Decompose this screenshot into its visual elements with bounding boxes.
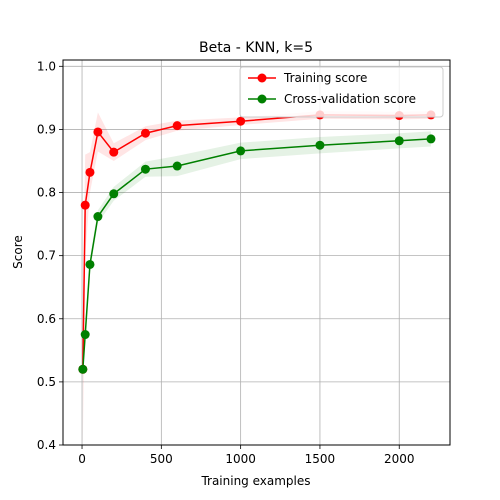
x-axis-title: Training examples (200, 474, 310, 488)
x-tick-label: 1500 (305, 452, 336, 466)
legend: Training score Cross-validation score (239, 66, 444, 118)
plot-frame (62, 59, 451, 446)
point-cv (394, 136, 404, 146)
legend-marker-cv (257, 94, 267, 104)
y-tick-label: 0.4 (37, 438, 56, 452)
y-tick-label: 0.7 (37, 249, 56, 263)
point-training (85, 167, 95, 177)
y-tick-label: 0.5 (37, 375, 56, 389)
chart-title: Beta - KNN, k=5 (199, 40, 313, 56)
point-cv (93, 212, 103, 222)
legend-label-cv: Cross-validation score (284, 92, 416, 106)
point-cv (109, 189, 119, 199)
point-cv (426, 134, 436, 144)
point-training (109, 147, 119, 157)
axis-ticks: 0 500 1000 1500 2000 0.4 0.5 0.6 0.7 0.8 0.9 1.0 (37, 59, 415, 466)
series-markers (78, 110, 436, 374)
y-tick-label: 0.6 (37, 312, 56, 326)
confidence-bands (82, 111, 431, 445)
point-training (172, 121, 182, 131)
x-tick-label: 2000 (384, 452, 415, 466)
y-tick-label: 0.9 (37, 122, 56, 136)
x-tick-label: 0 (78, 452, 86, 466)
y-axis-title: Score (11, 235, 25, 269)
point-cv (85, 259, 95, 269)
point-cv (315, 140, 325, 150)
band-training (82, 111, 431, 445)
legend-label-training: Training score (283, 71, 367, 85)
point-cv (140, 164, 150, 174)
legend-marker-training (257, 73, 267, 83)
y-tick-label: 1.0 (37, 59, 56, 73)
x-tick-label: 500 (150, 452, 173, 466)
y-tick-label: 0.8 (37, 186, 56, 200)
point-training (80, 200, 90, 210)
point-training (236, 116, 246, 126)
legend-box (239, 66, 444, 118)
point-cv (80, 330, 90, 340)
point-cv (78, 364, 88, 374)
point-cv (236, 146, 246, 156)
point-training (140, 128, 150, 138)
x-tick-label: 1000 (225, 452, 256, 466)
point-training (93, 127, 103, 137)
point-cv (172, 161, 182, 171)
